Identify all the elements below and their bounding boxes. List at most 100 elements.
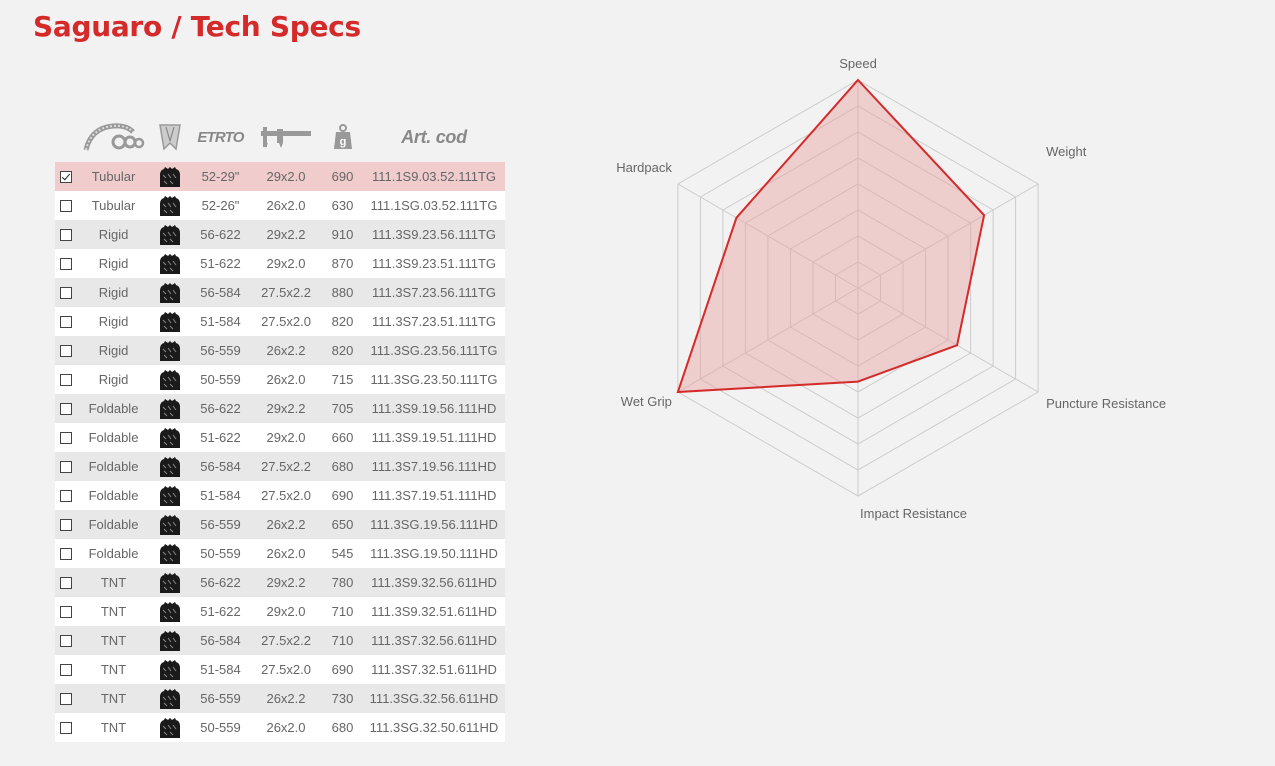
table-row[interactable]: Tubular 52-29" 29x2.0 690 111.1S9.03.52.111T… [55,162,505,191]
row-etrto: 52-29" [201,169,240,184]
row-checkbox-cell[interactable] [55,336,77,365]
row-checkbox[interactable] [60,663,72,676]
radar-series [676,78,986,394]
row-type: TNT [100,720,127,735]
tread-icon [155,336,185,365]
row-checkbox[interactable] [60,315,72,328]
row-checkbox-cell[interactable] [55,162,77,191]
row-checkbox[interactable] [60,170,72,183]
row-article-code: 111.3SG.32.50.611HD [369,720,499,735]
table-row[interactable]: TNT 50-559 26x2.0 680 111.3SG.32.50.611HD [55,713,505,742]
row-article-code: 111.3S7.32.56.611HD [371,633,497,648]
tread-icon [155,452,185,481]
row-checkbox-cell[interactable] [55,307,77,336]
row-checkbox-cell[interactable] [55,568,77,597]
row-type: TNT [100,604,127,619]
row-checkbox-cell[interactable] [55,278,77,307]
table-row[interactable]: Foldable 56-584 27.5x2.2 680 111.3S7.19.56.1… [55,452,505,481]
row-checkbox[interactable] [60,199,72,212]
row-etrto: 51-622 [200,604,241,619]
row-checkbox[interactable] [60,634,72,647]
row-size: 27.5x2.0 [261,488,311,503]
row-checkbox-cell[interactable] [55,684,77,713]
table-row[interactable]: TNT 51-584 27.5x2.0 690 111.3S7.32.51.611HD [55,655,505,684]
table-row[interactable]: Foldable 56-622 29x2.2 705 111.3S9.19.56.111… [55,394,505,423]
row-etrto: 51-584 [200,662,241,677]
table-row[interactable]: Rigid 51-622 29x2.0 870 111.3S9.23.51.111TG [55,249,505,278]
row-size: 27.5x2.0 [261,314,311,329]
row-article-code: 111.3S7.32.51.611HD [371,662,497,677]
row-checkbox[interactable] [60,489,72,502]
row-checkbox[interactable] [60,431,72,444]
table-row[interactable]: Rigid 56-622 29x2.2 910 111.3S9.23.56.111TG [55,220,505,249]
row-checkbox[interactable] [60,576,72,589]
table-row[interactable]: Rigid 56-584 27.5x2.2 880 111.3S7.23.56.111T… [55,278,505,307]
table-row[interactable]: Foldable 56-559 26x2.2 650 111.3SG.19.56.111… [55,510,505,539]
tread-pattern-icon [155,112,185,162]
row-checkbox[interactable] [60,228,72,241]
row-checkbox-cell[interactable] [55,220,77,249]
table-row[interactable]: Tubular 52-26" 26x2.0 630 111.1SG.03.52.111T… [55,191,505,220]
table-header: ETRTO g Art. cod [55,112,505,162]
row-type: Foldable [88,517,139,532]
specs-table: ETRTO g Art. cod Tubular 52-29" 29x2.0 690 1… [55,112,505,742]
table-row[interactable]: Rigid 51-584 27.5x2.0 820 111.3S7.23.51.111T… [55,307,505,336]
table-row[interactable]: TNT 56-559 26x2.2 730 111.3SG.32.56.611HD [55,684,505,713]
table-row[interactable]: TNT 56-584 27.5x2.2 710 111.3S7.32.56.611HD [55,626,505,655]
row-checkbox-cell[interactable] [55,655,77,684]
row-weight: 710 [331,633,354,648]
row-checkbox-cell[interactable] [55,481,77,510]
radar-axis-line [857,183,1039,289]
table-row[interactable]: Foldable 51-584 27.5x2.0 690 111.3S7.19.51.1… [55,481,505,510]
row-checkbox[interactable] [60,344,72,357]
row-checkbox-cell[interactable] [55,510,77,539]
row-article-code: 111.3S7.23.51.111TG [371,314,497,329]
table-row[interactable]: Foldable 51-622 29x2.0 660 111.3S9.19.51.111… [55,423,505,452]
row-checkbox-cell[interactable] [55,423,77,452]
row-checkbox-cell[interactable] [55,452,77,481]
row-checkbox-cell[interactable] [55,394,77,423]
row-checkbox[interactable] [60,605,72,618]
row-type: Rigid [98,372,129,387]
tire-type-icon [80,112,147,162]
row-checkbox-cell[interactable] [55,191,77,220]
tread-icon [155,191,185,220]
radar-chart: Speed Weight Puncture Resistance Impact Res… [616,56,1166,521]
row-checkbox-cell[interactable] [55,626,77,655]
row-checkbox[interactable] [60,257,72,270]
row-checkbox-cell[interactable] [55,713,77,742]
row-checkbox[interactable] [60,286,72,299]
tread-icon [155,365,185,394]
row-checkbox[interactable] [60,373,72,386]
tread-icon [155,684,185,713]
row-weight: 630 [331,198,354,213]
table-row[interactable]: Foldable 50-559 26x2.0 545 111.3SG.19.50.111… [55,539,505,568]
table-row[interactable]: Rigid 56-559 26x2.2 820 111.3SG.23.56.111TG [55,336,505,365]
row-type: Tubular [91,198,136,213]
table-row[interactable]: TNT 56-622 29x2.2 780 111.3S9.32.56.611HD [55,568,505,597]
row-checkbox[interactable] [60,402,72,415]
tread-icon [155,655,185,684]
row-checkbox-cell[interactable] [55,365,77,394]
row-type: Tubular [91,169,136,184]
tread-icon [155,220,185,249]
row-etrto: 56-622 [200,227,241,242]
row-article-code: 111.3S7.23.56.111TG [371,285,497,300]
radar-axis-line [677,183,859,289]
row-checkbox-cell[interactable] [55,539,77,568]
row-checkbox[interactable] [60,518,72,531]
table-row[interactable]: TNT 51-622 29x2.0 710 111.3S9.32.51.611HD [55,597,505,626]
row-etrto: 51-622 [200,430,241,445]
row-checkbox[interactable] [60,547,72,560]
row-weight: 730 [331,691,354,706]
row-checkbox-cell[interactable] [55,597,77,626]
row-type: TNT [100,575,127,590]
row-checkbox[interactable] [60,692,72,705]
radar-axis-line [677,287,859,393]
tread-icon [155,481,185,510]
row-checkbox[interactable] [60,721,72,734]
row-checkbox[interactable] [60,460,72,473]
row-size: 26x2.0 [266,198,306,213]
table-row[interactable]: Rigid 50-559 26x2.0 715 111.3SG.23.50.111TG [55,365,505,394]
row-checkbox-cell[interactable] [55,249,77,278]
